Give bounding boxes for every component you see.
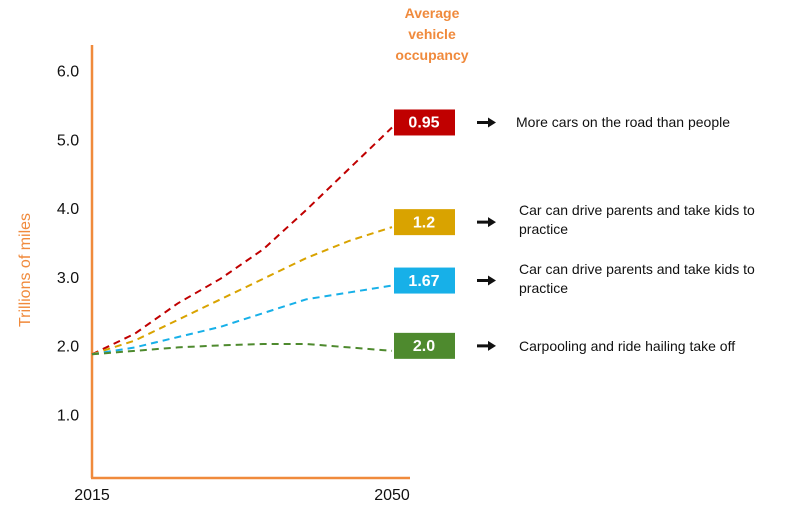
- occupancy-label: 1.2: [413, 214, 435, 231]
- y-tick-label: 5.0: [57, 132, 79, 149]
- annotation: More cars on the road than people: [516, 114, 731, 131]
- occupancy-label: 1.67: [408, 273, 439, 290]
- occupancy-box: [394, 209, 455, 236]
- series-line: [91, 226, 393, 356]
- y-tick-label: 2.0: [57, 339, 79, 356]
- annotation: Carpooling and ride hailing take off: [519, 337, 736, 354]
- annotation: Car can drive parents and take kids to p…: [519, 260, 755, 296]
- occupancy-box: [394, 109, 455, 136]
- y-tick-label: 3.0: [57, 270, 79, 287]
- series-line: [91, 342, 393, 356]
- arrow: [477, 117, 496, 128]
- occupancy-label: 2.0: [413, 338, 435, 355]
- title-line: occupancy: [395, 47, 468, 63]
- title-line: vehicle: [408, 26, 456, 42]
- y-tick-label: 1.0: [57, 407, 79, 424]
- series-line: [91, 284, 393, 356]
- title-line: Average: [405, 5, 460, 21]
- chart-title: Average vehicle occupancy: [395, 5, 468, 63]
- y-axis-label: Trillions of miles: [17, 213, 34, 327]
- x-tick-label: 2015: [74, 487, 110, 504]
- occupancy-box: [394, 267, 455, 294]
- occupancy-box: [394, 332, 455, 359]
- y-tick-label: 6.0: [57, 64, 79, 81]
- occupancy-label: 0.95: [408, 115, 439, 132]
- arrow: [477, 217, 496, 228]
- y-tick-label: 4.0: [57, 201, 79, 218]
- annotation: Car can drive parents and take kids to p…: [519, 202, 755, 238]
- arrow: [477, 275, 496, 286]
- x-tick-label: 2050: [374, 487, 410, 504]
- arrow: [477, 340, 496, 351]
